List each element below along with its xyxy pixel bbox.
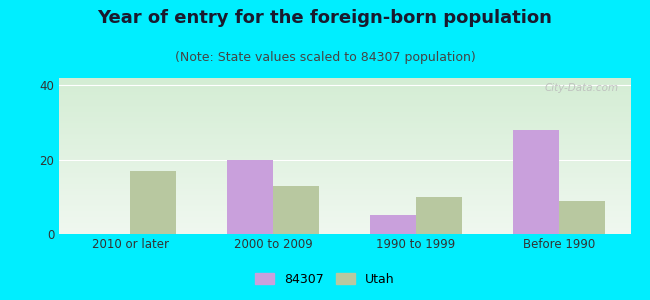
Bar: [416, 197, 462, 234]
Text: Year of entry for the foreign-born population: Year of entry for the foreign-born popul…: [98, 9, 552, 27]
Bar: [559, 201, 604, 234]
Bar: [514, 130, 559, 234]
Bar: [130, 171, 176, 234]
Bar: [370, 215, 416, 234]
Bar: [273, 186, 318, 234]
Bar: [227, 160, 273, 234]
Text: City-Data.com: City-Data.com: [545, 83, 619, 93]
Text: (Note: State values scaled to 84307 population): (Note: State values scaled to 84307 popu…: [175, 51, 475, 64]
Legend: 84307, Utah: 84307, Utah: [250, 268, 400, 291]
